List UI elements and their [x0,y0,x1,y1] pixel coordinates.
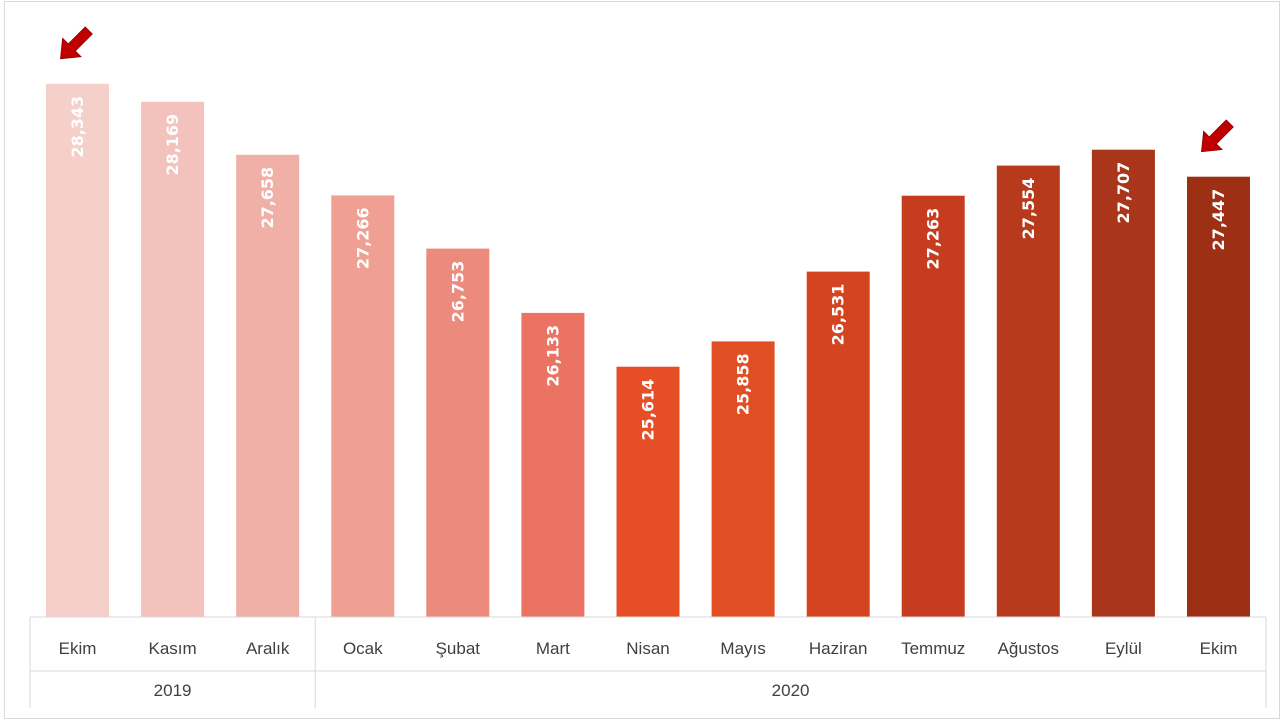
category-label-2: Aralık [246,639,290,658]
category-label-6: Nisan [626,639,669,658]
bar-1 [141,101,205,618]
bar-10 [996,165,1060,617]
bar-9 [901,195,965,617]
bar-3 [331,195,395,617]
category-label-1: Kasım [149,639,197,658]
value-label-0: 28,343 [68,96,87,158]
bars-layer [46,83,1250,618]
bar-12 [1187,176,1250,617]
bar-0 [46,83,109,618]
value-label-5: 26,133 [543,325,562,387]
value-label-11: 27,707 [1114,162,1133,224]
category-label-12: Ekim [1200,639,1238,658]
group-label-0: 2019 [154,681,192,700]
value-label-3: 27,266 [353,207,372,269]
bar-11 [1091,149,1155,617]
bar-7 [711,341,775,617]
category-label-8: Haziran [809,639,868,658]
value-label-6: 25,614 [639,379,658,441]
value-label-8: 26,531 [829,284,848,346]
category-label-7: Mayıs [720,639,765,658]
highlight-arrow-icon-1 [1201,119,1234,153]
group-label-1: 2020 [772,681,810,700]
bar-8 [806,271,870,617]
bar-4 [426,248,490,617]
category-label-5: Mart [536,639,570,658]
category-axis: Ekim Kasım Aralık Ocak Şubat Mart Nisan Mayıs Ha… [29,616,1267,708]
category-label-3: Ocak [343,639,383,658]
category-label-9: Temmuz [901,639,965,658]
bar-5 [521,312,585,617]
highlight-arrow-icon-0 [60,26,93,60]
value-labels-layer: 28,343 28,169 27,658 27,266 26,753 26,133 25,6… [68,96,1228,441]
value-label-7: 25,858 [734,353,753,415]
category-label-11: Eylül [1105,639,1142,658]
bar-6 [616,366,680,617]
arrows-layer [60,26,1234,153]
category-label-4: Şubat [436,639,481,658]
value-label-1: 28,169 [163,114,182,176]
category-label-10: Ağustos [998,639,1059,658]
value-label-12: 27,447 [1209,189,1228,251]
value-label-10: 27,554 [1019,178,1038,240]
value-label-4: 26,753 [448,261,467,323]
bar-2 [236,154,300,618]
value-label-2: 27,658 [258,167,277,229]
category-label-0: Ekim [59,639,97,658]
value-label-9: 27,263 [924,208,943,270]
